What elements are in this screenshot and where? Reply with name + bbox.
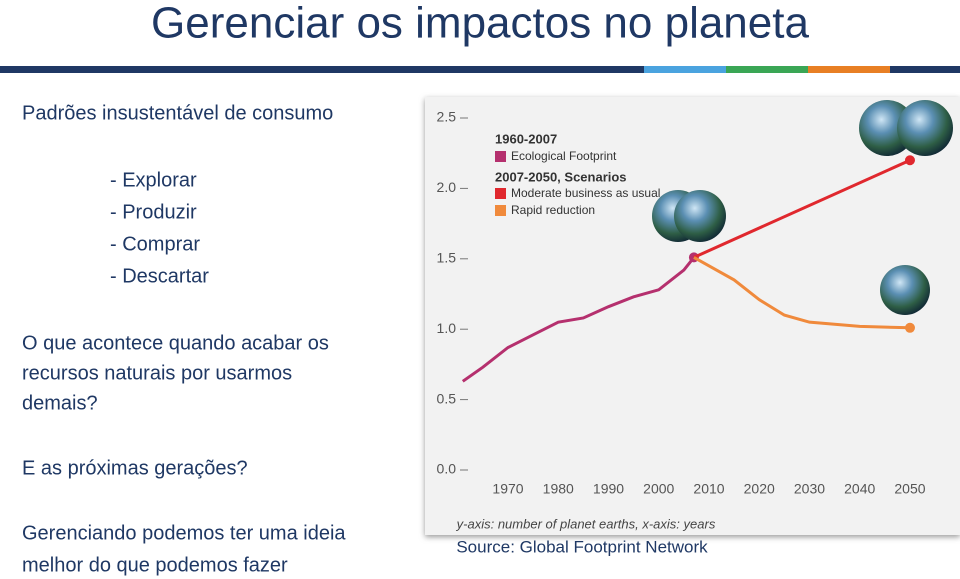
accent (808, 66, 890, 73)
closing-line: melhor do que podemos fazer (22, 554, 288, 576)
accent (726, 66, 808, 73)
list-item: - Explorar (110, 169, 197, 191)
x-tick-label: 2030 (794, 481, 825, 497)
series-line (693, 158, 911, 259)
earth-icon (674, 190, 726, 242)
earth-icon (897, 100, 953, 156)
x-tick-label: 1980 (543, 481, 574, 497)
y-tick-label: 1.5 (437, 250, 457, 266)
y-tick-label: 1.0 (437, 320, 457, 336)
legend-title: 2007-2050, Scenarios (495, 169, 627, 184)
title: Gerenciar os impactos no planeta (151, 0, 809, 48)
list-item: - Produzir (110, 201, 197, 223)
x-tick-label: 2010 (693, 481, 724, 497)
question-line: demais? (22, 392, 98, 414)
x-tick-label: 1970 (492, 481, 523, 497)
x-tick-label: 2050 (894, 481, 925, 497)
title-rule (0, 66, 960, 73)
caption: y-axis: number of planet earths, x-axis:… (456, 516, 716, 531)
x-tick-label: 2020 (744, 481, 775, 497)
series-line (693, 256, 911, 330)
x-tick-label: 2000 (643, 481, 674, 497)
series-line (461, 256, 696, 383)
legend-title: 1960-2007 (495, 131, 557, 146)
legend-swatch (495, 205, 506, 216)
question-line: recursos naturais por usarmos (22, 362, 292, 384)
earth-icons (652, 100, 953, 315)
y-tick-label: 0.0 (437, 461, 457, 477)
heading: Padrões insustentável de consumo (22, 102, 333, 124)
legend-swatch (495, 188, 506, 199)
legend-label: Ecological Footprint (511, 149, 617, 163)
earth-icon (880, 265, 930, 315)
end-point (904, 155, 915, 166)
list-item: - Comprar (110, 233, 200, 255)
end-point (904, 322, 915, 333)
list-item: - Descartar (110, 265, 209, 287)
legend-swatch (495, 151, 506, 162)
y-tick-label: 0.5 (437, 390, 457, 406)
legend-label: Moderate business as usual (511, 186, 660, 200)
accent (644, 66, 726, 73)
chart-background (425, 97, 960, 535)
legend-label: Rapid reduction (511, 203, 595, 217)
source: Source: Global Footprint Network (456, 537, 708, 556)
x-tick-label: 1990 (593, 481, 624, 497)
question: E as próximas gerações? (22, 457, 248, 479)
x-tick-label: 2040 (844, 481, 875, 497)
y-tick-label: 2.5 (437, 109, 457, 125)
question-line: O que acontece quando acabar os (22, 332, 329, 354)
y-tick-label: 2.0 (437, 179, 457, 195)
closing-line: Gerenciando podemos ter uma ideia (22, 522, 346, 544)
